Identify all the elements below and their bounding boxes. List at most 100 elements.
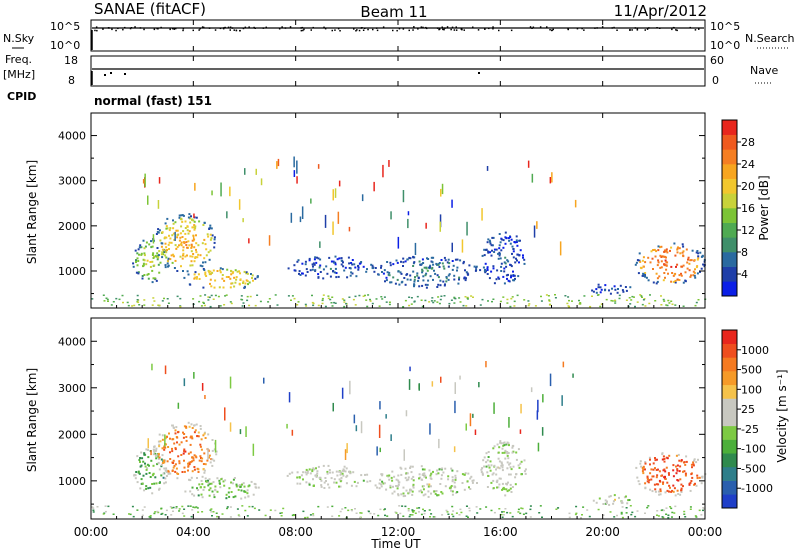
velocity-echo — [520, 473, 523, 476]
power-echo — [290, 212, 293, 223]
power-echo — [371, 267, 374, 270]
power-echo — [321, 302, 324, 305]
velocity-echo — [238, 484, 241, 487]
velocity-echo — [346, 443, 348, 454]
velocity-echo — [148, 472, 151, 474]
velocity-echo — [200, 479, 203, 482]
velocity-echo — [323, 487, 326, 489]
power-echo — [221, 268, 224, 271]
power-echo — [287, 267, 290, 270]
power-echo — [486, 273, 489, 275]
power-echo — [202, 286, 205, 289]
velocity-echo — [335, 470, 338, 473]
power-echo — [209, 233, 212, 236]
velocity-echo — [420, 513, 423, 516]
power-echo — [696, 272, 699, 275]
velocity-echo — [414, 512, 417, 514]
power-echo — [202, 301, 205, 304]
power-echo — [184, 220, 187, 223]
power-echo — [331, 305, 334, 307]
velocity-echo — [352, 471, 355, 474]
power-echo — [189, 221, 192, 224]
power-echo — [256, 275, 259, 278]
velocity-echo — [369, 512, 372, 515]
velocity-echo — [348, 470, 350, 473]
power-echo — [180, 214, 183, 217]
power-echo — [500, 249, 503, 252]
velocity-echo — [655, 469, 658, 471]
velocity-echo — [241, 483, 243, 486]
power-echo — [500, 270, 503, 272]
power-echo — [276, 304, 279, 306]
power-echo — [432, 278, 434, 281]
power-echo — [381, 271, 383, 273]
nsky-point — [472, 26, 474, 28]
power-echo — [497, 257, 500, 260]
velocity-echo — [642, 472, 645, 475]
velocity-echo — [508, 473, 510, 476]
nsky-point — [115, 29, 117, 32]
velocity-echo — [204, 395, 206, 399]
power-echo — [241, 305, 244, 307]
power-echo — [500, 262, 503, 265]
power-echo — [660, 266, 663, 269]
power-echo — [522, 254, 524, 257]
nsky-point — [689, 26, 691, 29]
power-echo — [174, 231, 176, 241]
velocity-echo — [491, 473, 494, 476]
velocity-echo — [136, 509, 139, 511]
velocity-echo — [525, 512, 528, 515]
velocity-echo — [430, 492, 432, 495]
velocity-echo — [703, 508, 706, 510]
power-echo — [329, 275, 332, 278]
power-echo — [413, 283, 416, 286]
velocity-echo — [511, 451, 514, 454]
power-echo — [610, 299, 613, 302]
velocity-echo — [411, 509, 414, 511]
velocity-echo — [329, 471, 331, 474]
power-echo — [534, 305, 537, 307]
velocity-echo — [519, 512, 522, 515]
power-echo — [507, 237, 510, 240]
velocity-echo — [411, 514, 414, 516]
velocity-echo — [690, 473, 693, 476]
velocity-echo — [252, 493, 255, 496]
velocity-colorbar-tick-label: -25 — [741, 423, 759, 436]
power-colorbar-tick-label: 8 — [741, 246, 748, 259]
nsky-point — [153, 28, 156, 31]
velocity-echo — [523, 459, 526, 462]
velocity-colorbar-tick-label: -100 — [741, 443, 766, 456]
power-echo — [498, 251, 501, 254]
velocity-echo — [378, 424, 381, 438]
velocity-ytick-label: 2000 — [58, 428, 86, 441]
velocity-echo — [663, 468, 666, 471]
velocity-echo — [468, 486, 470, 489]
power-echo — [404, 283, 407, 286]
power-echo — [354, 295, 357, 298]
nsky-point — [173, 28, 176, 30]
power-echo — [343, 305, 346, 308]
power-echo — [438, 262, 441, 264]
velocity-echo — [427, 495, 430, 498]
power-echo — [486, 266, 489, 269]
power-echo — [409, 257, 412, 260]
nsky-point — [254, 27, 256, 29]
power-echo — [597, 283, 600, 286]
power-echo — [597, 286, 600, 289]
power-echo — [468, 264, 471, 267]
power-echo — [676, 278, 679, 281]
velocity-echo — [659, 493, 662, 496]
power-echo — [135, 259, 137, 262]
velocity-echo — [485, 506, 488, 508]
power-echo — [239, 272, 241, 275]
power-echo — [155, 279, 158, 282]
power-echo — [238, 282, 241, 285]
power-echo — [653, 248, 656, 251]
velocity-echo — [673, 512, 676, 514]
velocity-echo — [432, 470, 434, 473]
power-echo — [182, 270, 184, 272]
power-echo — [410, 303, 413, 305]
velocity-echo — [450, 489, 453, 492]
freq-point — [104, 74, 106, 76]
velocity-echo — [384, 514, 386, 517]
